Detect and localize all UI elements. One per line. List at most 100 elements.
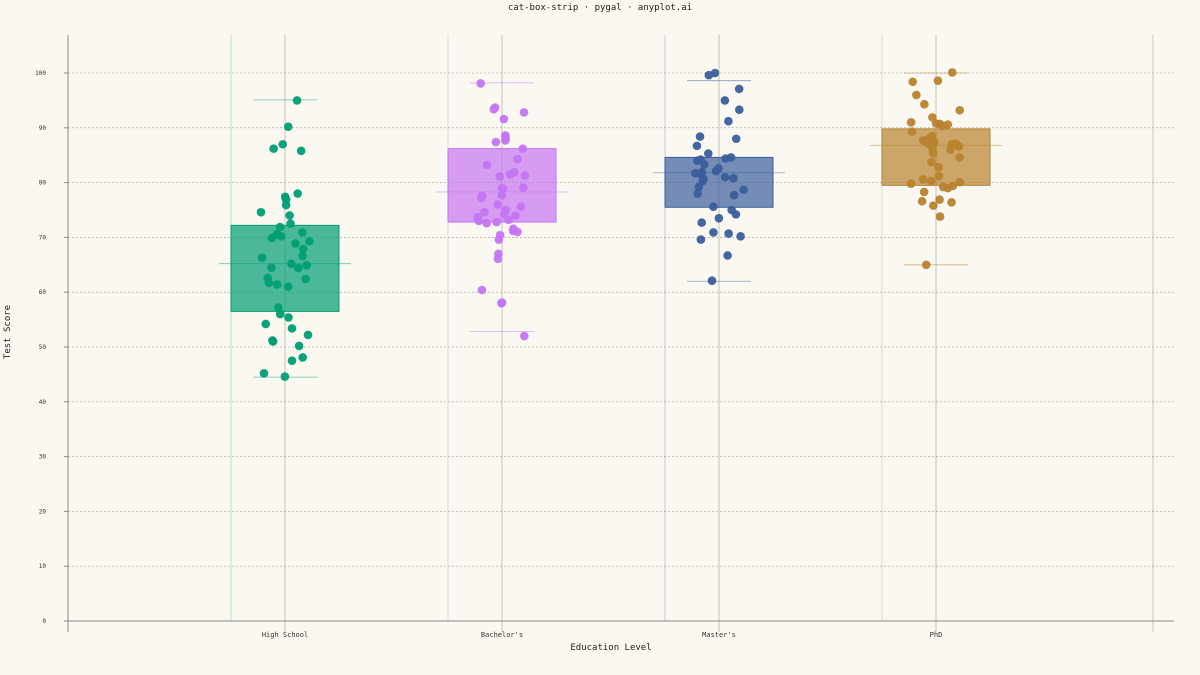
- data-point: [298, 251, 307, 261]
- data-point: [283, 282, 293, 292]
- data-point: [917, 196, 927, 206]
- data-point: [926, 176, 936, 186]
- data-point: [513, 154, 522, 164]
- data-point: [723, 251, 732, 260]
- data-point: [492, 217, 501, 227]
- data-point: [692, 156, 702, 165]
- data-point: [474, 216, 484, 226]
- data-point: [278, 139, 288, 149]
- data-point: [303, 330, 313, 340]
- data-point: [724, 229, 733, 238]
- data-point: [912, 90, 921, 100]
- data-point: [275, 309, 285, 319]
- tick-layer: 0 10 20 30 40 50 60 70 80 90 100 High School Bachelo…: [35, 70, 942, 639]
- data-point: [501, 136, 510, 145]
- grid: [64, 35, 1174, 632]
- data-point: [264, 278, 274, 288]
- data-point: [280, 372, 290, 381]
- data-point: [921, 260, 931, 270]
- data-point: [720, 96, 730, 105]
- data-point: [482, 160, 492, 170]
- x-tick-label: Bachelor's: [481, 631, 523, 639]
- data-point: [908, 77, 918, 87]
- data-point: [955, 153, 964, 162]
- data-point: [511, 211, 520, 220]
- data-point: [293, 263, 303, 273]
- data-point: [721, 154, 730, 163]
- data-point: [497, 298, 506, 308]
- data-point: [731, 210, 741, 219]
- data-point: [695, 132, 705, 141]
- data-point: [298, 228, 307, 237]
- data-point: [696, 235, 706, 244]
- data-point: [724, 116, 733, 126]
- x-tick-label: PhD: [930, 631, 943, 639]
- data-point: [275, 222, 285, 232]
- data-point: [298, 353, 307, 362]
- chart-title: cat-box-strip · pygal · anyplot.ai: [508, 3, 692, 13]
- data-point: [489, 104, 499, 114]
- data-point: [294, 341, 304, 351]
- data-point: [729, 173, 738, 183]
- data-point: [711, 166, 721, 176]
- data-point: [520, 331, 529, 341]
- data-point: [918, 175, 928, 184]
- data-point: [493, 254, 503, 264]
- data-point: [505, 170, 515, 179]
- data-point: [518, 183, 528, 192]
- point-layer: [256, 68, 965, 381]
- data-point: [955, 105, 965, 115]
- data-point: [281, 200, 291, 210]
- data-point: [493, 200, 502, 209]
- data-point: [927, 158, 936, 167]
- data-point: [954, 142, 964, 151]
- data-point: [709, 202, 718, 212]
- data-point: [283, 122, 293, 132]
- data-point: [919, 187, 929, 197]
- box-layer: [219, 72, 1002, 378]
- data-point: [955, 177, 965, 187]
- y-tick-label: 20: [39, 508, 47, 515]
- data-point: [714, 213, 724, 223]
- data-point: [736, 232, 745, 241]
- data-point: [934, 162, 943, 172]
- data-point: [519, 108, 529, 117]
- data-point: [286, 219, 295, 228]
- y-tick-label: 80: [39, 180, 47, 187]
- y-tick-label: 30: [39, 454, 47, 461]
- y-tick-label: 90: [39, 125, 47, 132]
- data-point: [267, 233, 277, 243]
- data-point: [504, 215, 513, 225]
- x-tick-label: Master's: [702, 631, 736, 639]
- data-point: [305, 236, 314, 246]
- data-point: [276, 232, 286, 241]
- data-point: [296, 146, 306, 156]
- data-point: [693, 189, 702, 198]
- data-point: [929, 201, 938, 210]
- data-point: [257, 253, 267, 262]
- box-iqr: [230, 224, 340, 312]
- data-point: [302, 261, 311, 270]
- data-point: [943, 183, 953, 193]
- data-point: [482, 218, 491, 228]
- data-point: [938, 121, 947, 131]
- y-tick-label: 50: [39, 344, 47, 351]
- data-point: [928, 149, 938, 158]
- x-axis-label: Education Level: [570, 643, 651, 653]
- data-point: [287, 259, 296, 269]
- data-point: [498, 184, 508, 193]
- data-point: [285, 211, 294, 220]
- data-point: [946, 145, 955, 155]
- data-point: [272, 280, 282, 289]
- data-point: [298, 244, 308, 254]
- data-point: [256, 207, 266, 217]
- data-point: [906, 179, 916, 188]
- data-point: [513, 227, 522, 237]
- data-point: [947, 68, 957, 77]
- data-point: [274, 303, 283, 312]
- data-point: [499, 114, 509, 124]
- data-point: [495, 172, 505, 181]
- data-point: [947, 198, 956, 207]
- data-point: [906, 118, 916, 127]
